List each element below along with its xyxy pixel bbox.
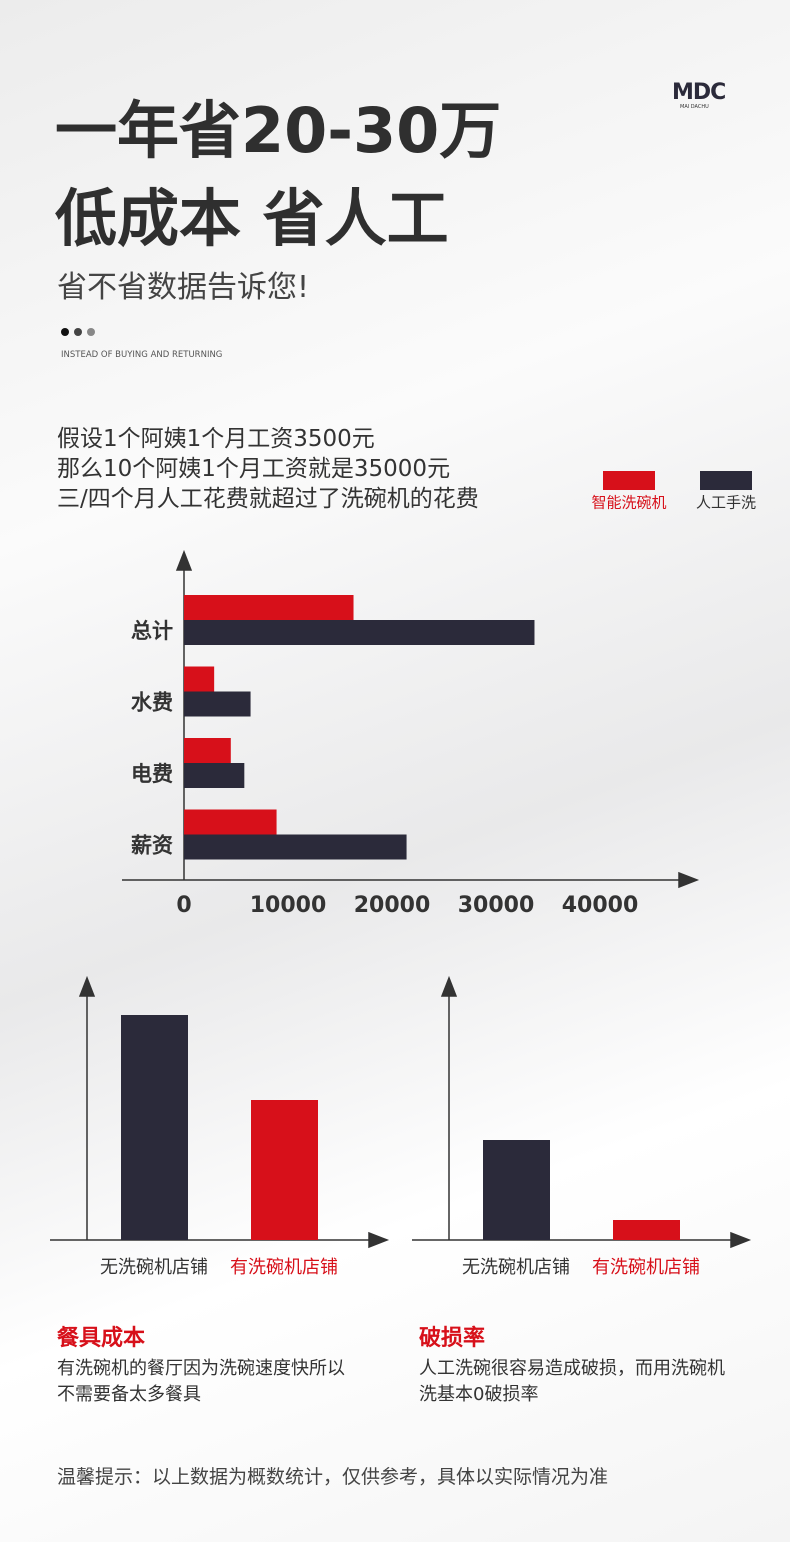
note-body: 人工洗碗很容易造成破损，而用洗碗机 洗基本0破损率 bbox=[419, 1356, 725, 1408]
bar bbox=[184, 834, 407, 860]
logo: MDC bbox=[672, 80, 726, 105]
bar bbox=[184, 763, 245, 788]
intro-line: 假设1个阿姨1个月工资3500元 bbox=[57, 426, 375, 452]
bar bbox=[184, 738, 231, 763]
intro-line: 三/四个月人工花费就超过了洗碗机的花费 bbox=[57, 486, 479, 512]
title: 一年省20-30万 bbox=[55, 94, 502, 167]
bar bbox=[184, 691, 251, 717]
x-tick-label: 无洗碗机店铺 bbox=[462, 1257, 570, 1278]
note-body: 有洗碗机的餐厅因为洗碗速度快所以 不需要备太多餐具 bbox=[57, 1356, 345, 1408]
intro: 假设1个阿姨1个月工资3500元 那么10个阿姨1个月工资就是35000元 三/… bbox=[57, 424, 479, 514]
bar bbox=[121, 1015, 188, 1240]
bar bbox=[184, 595, 354, 620]
dot bbox=[74, 328, 82, 336]
bar bbox=[184, 620, 535, 645]
legend-label: 人工手洗 bbox=[696, 494, 756, 512]
note-line: 有洗碗机的餐厅因为洗碗速度快所以 bbox=[57, 1358, 345, 1379]
y-tick-label: 电费 bbox=[131, 762, 173, 786]
legend-swatch bbox=[700, 471, 752, 490]
bar bbox=[251, 1100, 318, 1240]
x-tick-label: 0 bbox=[176, 893, 191, 918]
x-tick-label: 40000 bbox=[562, 893, 639, 918]
note-line: 人工洗碗很容易造成破损，而用洗碗机 bbox=[419, 1358, 725, 1379]
dot bbox=[87, 328, 95, 336]
note-line: 洗基本0破损率 bbox=[419, 1384, 539, 1405]
logo-sub: MAI DACHU bbox=[680, 104, 709, 110]
x-tick-label: 有洗碗机店铺 bbox=[230, 1257, 338, 1278]
y-tick-label: 总计 bbox=[131, 619, 173, 643]
bar bbox=[483, 1140, 550, 1240]
footer: 温馨提示：以上数据为概数统计，仅供参考，具体以实际情况为准 bbox=[57, 1466, 609, 1488]
x-tick-label: 10000 bbox=[250, 893, 327, 918]
legend-label: 智能洗碗机 bbox=[591, 494, 666, 512]
title: 低成本 省人工 bbox=[55, 182, 449, 255]
subtitle: 省不省数据告诉您! bbox=[57, 270, 310, 305]
x-tick-label: 30000 bbox=[458, 893, 535, 918]
x-tick-label: 有洗碗机店铺 bbox=[592, 1257, 700, 1278]
note-line: 不需要备太多餐具 bbox=[57, 1384, 201, 1405]
x-tick-label: 无洗碗机店铺 bbox=[100, 1257, 208, 1278]
bar bbox=[184, 809, 277, 835]
intro-line: 那么10个阿姨1个月工资就是35000元 bbox=[57, 456, 451, 482]
axes bbox=[50, 549, 752, 1249]
dot bbox=[61, 328, 69, 336]
y-tick-label: 薪资 bbox=[131, 834, 173, 858]
note-title: 餐具成本 bbox=[57, 1326, 146, 1351]
x-tick-label: 20000 bbox=[354, 893, 431, 918]
legend-swatch bbox=[603, 471, 655, 490]
bar bbox=[613, 1220, 680, 1240]
bar bbox=[184, 666, 215, 692]
note-title: 破损率 bbox=[419, 1326, 486, 1351]
y-tick-label: 水费 bbox=[131, 691, 173, 715]
tagline: INSTEAD OF BUYING AND RETURNING bbox=[61, 350, 223, 360]
